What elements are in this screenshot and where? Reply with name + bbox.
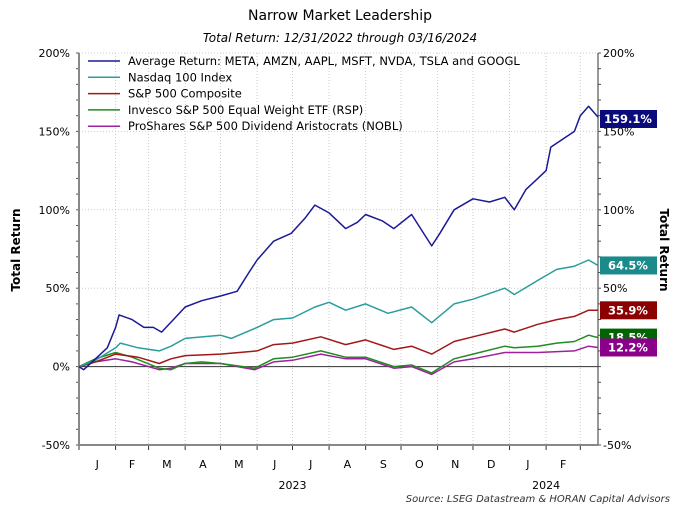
end-value-label: 64.5% <box>600 256 657 275</box>
series-line <box>78 334 599 374</box>
x-tick-label: A <box>199 458 207 471</box>
year-label: 2024 <box>532 479 560 492</box>
y-axis-label-left: Total Return <box>9 208 23 291</box>
x-tick-label: J <box>525 458 529 471</box>
end-label-text: 35.9% <box>608 303 648 317</box>
x-tick-label: N <box>451 458 459 471</box>
series-line <box>78 105 599 371</box>
end-label-text: 12.2% <box>608 340 648 354</box>
end-label-box <box>600 256 657 275</box>
x-tick-label: D <box>487 458 495 471</box>
y-tick-label-left: 100% <box>39 204 70 217</box>
x-tick-label: J <box>308 458 312 471</box>
legend-label: Nasdaq 100 Index <box>128 70 232 84</box>
legend-label: ProShares S&P 500 Dividend Aristocrats (… <box>128 119 403 133</box>
end-label-box <box>600 110 657 128</box>
x-tick-label: F <box>129 458 135 471</box>
y-tick-label-right: 100% <box>603 204 634 217</box>
chart-subtitle: Total Return: 12/31/2022 through 03/16/2… <box>203 31 477 45</box>
x-tick-label: J <box>95 458 99 471</box>
end-label-box <box>600 338 657 357</box>
legend-label: Invesco S&P 500 Equal Weight ETF (RSP) <box>128 103 363 117</box>
end-label-text: 159.1% <box>604 112 652 126</box>
y-tick-label-right: 200% <box>603 47 634 60</box>
y-tick-label-left: 0% <box>53 361 70 374</box>
x-tick-label: M <box>234 458 244 471</box>
end-label-box <box>600 301 657 320</box>
x-tick-label: J <box>272 458 276 471</box>
y-tick-label-left: 200% <box>39 47 70 60</box>
x-tick-label: O <box>415 458 424 471</box>
y-tick-label-right: 150% <box>603 125 634 138</box>
x-tick-label: M <box>162 458 172 471</box>
source-note: Source: LSEG Datastream & HORAN Capital … <box>406 494 670 505</box>
y-tick-label-right: -50% <box>603 439 631 452</box>
legend-label: Average Return: META, AMZN, AAPL, MSFT, … <box>128 54 520 68</box>
y-axis-label-right: Total Return <box>657 208 671 291</box>
end-value-label: 35.9% <box>600 301 657 320</box>
series-line <box>78 259 599 368</box>
end-value-label: 12.2% <box>600 338 657 357</box>
x-tick-label: A <box>344 458 352 471</box>
x-tick-label: S <box>380 458 387 471</box>
y-tick-label-left: 50% <box>46 282 70 295</box>
chart-title: Narrow Market Leadership <box>248 8 432 24</box>
x-tick-label: F <box>560 458 566 471</box>
legend-label: S&P 500 Composite <box>128 87 242 101</box>
series-line <box>78 345 599 376</box>
end-label-text: 64.5% <box>608 258 648 272</box>
y-tick-label-left: -50% <box>42 439 70 452</box>
end-value-label: 159.1% <box>600 110 657 128</box>
year-label: 2023 <box>278 479 306 492</box>
y-tick-label-right: 50% <box>603 282 627 295</box>
y-tick-label-left: 150% <box>39 125 70 138</box>
series-line <box>78 309 599 368</box>
